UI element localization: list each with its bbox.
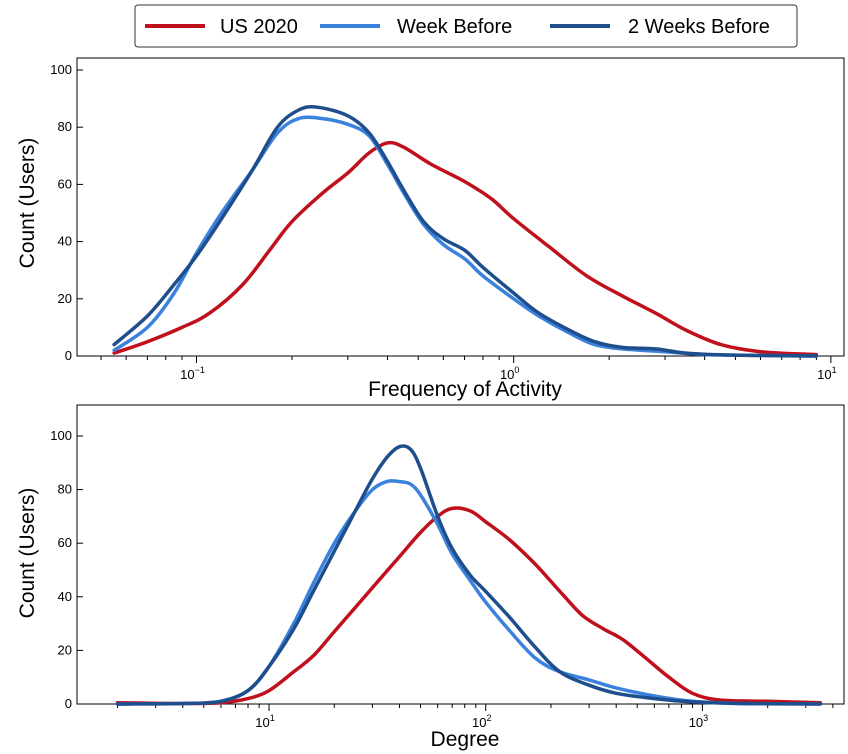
y-axis-ticks-degree: 0 20 40 60 80 100 xyxy=(50,428,83,711)
y-tick-label: 40 xyxy=(58,589,72,604)
legend: US 2020 Week Before 2 Weeks Before xyxy=(134,4,798,48)
y-tick-label: 100 xyxy=(50,428,72,443)
y-tick-label: 80 xyxy=(58,482,72,497)
plot-area-degree xyxy=(76,404,845,705)
plot-area-frequency xyxy=(76,57,845,357)
y-tick-label: 60 xyxy=(58,176,72,191)
y-tick-label: 0 xyxy=(65,348,72,363)
y-tick-label: 80 xyxy=(58,119,72,134)
legend-label-2-weeks-before: 2 Weeks Before xyxy=(628,16,770,38)
legend-label-week-before: Week Before xyxy=(397,16,512,38)
y-tick-label: 60 xyxy=(58,535,72,550)
y-axis-title-frequency: Count (Users) xyxy=(16,138,39,269)
chart-frequency: 0 20 40 60 80 100 10−1 100 101 Frequency of Act… xyxy=(16,57,845,401)
x-axis-ticks-frequency: 10−1 100 101 xyxy=(100,356,837,382)
x-axis-ticks-degree: 101 102 103 xyxy=(117,704,834,730)
x-axis-title-degree: Degree xyxy=(431,728,500,751)
series-line-us-2020 xyxy=(115,506,823,706)
y-tick-label: 100 xyxy=(50,62,72,77)
legend-box xyxy=(134,4,798,48)
series-line-week-before xyxy=(112,115,819,358)
y-axis-title-degree: Count (Users) xyxy=(16,488,39,619)
x-tick-label: 10−1 xyxy=(180,365,205,382)
series-frequency xyxy=(112,105,819,358)
y-tick-label: 0 xyxy=(65,696,72,711)
x-axis-title-frequency: Frequency of Activity xyxy=(368,378,562,401)
x-tick-label: 101 xyxy=(255,713,274,730)
x-tick-label: 101 xyxy=(817,365,836,382)
legend-entry-2-weeks-before: 2 Weeks Before xyxy=(550,16,770,38)
legend-entry-us-2020: US 2020 xyxy=(145,16,298,38)
series-line-us-2020 xyxy=(112,140,819,357)
legend-entry-week-before: Week Before xyxy=(320,16,512,38)
y-tick-label: 20 xyxy=(58,291,72,306)
series-line-week-before xyxy=(115,479,823,706)
chart-degree: 0 20 40 60 80 100 101 102 103 Degree Count (Use… xyxy=(16,404,845,751)
series-line-2-weeks-before xyxy=(112,105,819,358)
series-degree xyxy=(115,444,823,706)
legend-label-us-2020: US 2020 xyxy=(220,16,298,38)
y-tick-label: 40 xyxy=(58,234,72,249)
x-tick-label: 102 xyxy=(472,713,491,730)
y-tick-label: 20 xyxy=(58,642,72,657)
series-line-2-weeks-before xyxy=(115,444,823,706)
x-tick-label: 100 xyxy=(500,365,519,382)
y-axis-ticks-frequency: 0 20 40 60 80 100 xyxy=(50,62,83,363)
x-tick-label: 103 xyxy=(689,713,708,730)
